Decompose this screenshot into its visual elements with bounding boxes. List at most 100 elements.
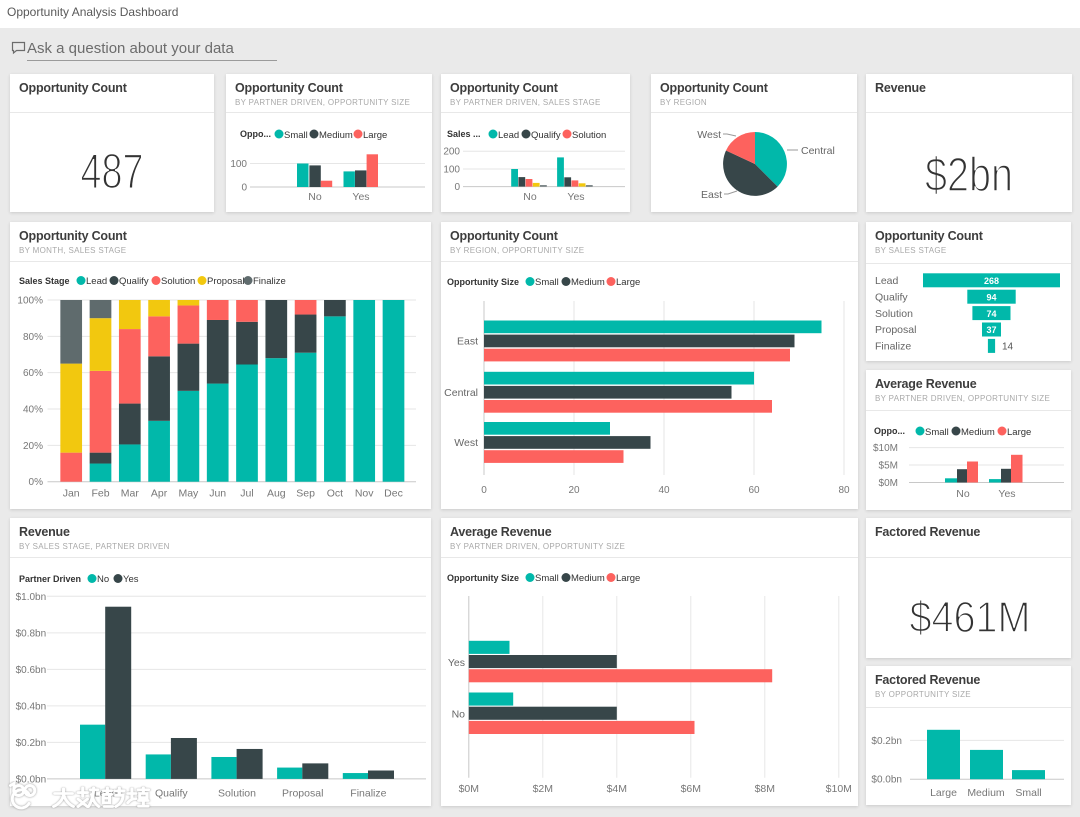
svg-text:Yes: Yes [567,191,584,203]
svg-text:Qualify: Qualify [155,788,188,800]
svg-text:Solution: Solution [572,130,606,141]
svg-text:Feb: Feb [91,488,109,500]
svg-text:$0.0bn: $0.0bn [871,775,902,786]
svg-text:Opportunity Size: Opportunity Size [447,277,519,287]
svg-text:$461M: $461M [910,593,1031,642]
svg-text:Small: Small [284,130,308,141]
svg-text:Finalize: Finalize [875,341,911,353]
svg-text:Oppo...: Oppo... [874,426,905,436]
svg-text:Solution: Solution [875,308,913,320]
svg-text:Large: Large [1007,427,1031,438]
svg-text:0: 0 [241,183,247,194]
svg-text:Medium: Medium [961,427,995,438]
svg-text:Qualify: Qualify [531,130,561,141]
svg-text:80: 80 [838,485,850,496]
svg-text:0: 0 [481,485,487,496]
svg-text:Solution: Solution [218,788,256,800]
svg-text:Small: Small [1015,787,1041,799]
svg-text:$5M: $5M [879,461,898,472]
svg-text:Yes: Yes [352,191,369,203]
svg-text:268: 268 [984,276,999,286]
svg-text:$4M: $4M [607,783,627,795]
svg-text:Sep: Sep [296,488,315,500]
svg-text:Apr: Apr [151,488,168,500]
svg-text:Yes: Yes [998,488,1015,500]
svg-text:Medium: Medium [571,573,605,584]
svg-text:$2bn: $2bn [925,149,1013,202]
svg-text:Nov: Nov [355,488,374,500]
svg-text:94: 94 [986,292,996,302]
svg-text:$0.8bn: $0.8bn [16,628,47,639]
svg-text:Finalize: Finalize [350,788,386,800]
svg-text:Jul: Jul [240,488,253,500]
svg-text:37: 37 [986,325,996,335]
svg-text:Opportunity Size: Opportunity Size [447,573,519,583]
svg-text:Small: Small [925,427,949,438]
svg-text:Large: Large [616,573,640,584]
svg-text:80%: 80% [23,332,43,343]
svg-text:40: 40 [658,485,670,496]
svg-text:$0.6bn: $0.6bn [16,665,47,676]
svg-text:$0M: $0M [879,478,898,489]
svg-text:60: 60 [748,485,760,496]
svg-text:$10M: $10M [873,443,898,454]
svg-text:Jun: Jun [209,488,226,500]
svg-text:$0.0bn: $0.0bn [16,774,47,785]
svg-text:May: May [178,488,199,500]
svg-text:Qualify: Qualify [119,276,149,287]
svg-text:No: No [956,488,970,500]
svg-text:$6M: $6M [681,783,701,795]
svg-text:Medium: Medium [967,787,1005,799]
svg-text:Small: Small [535,277,559,288]
svg-text:60%: 60% [23,368,43,379]
svg-text:0%: 0% [29,477,44,488]
svg-text:Partner Driven: Partner Driven [19,574,81,584]
svg-text:Small: Small [535,573,559,584]
svg-text:74: 74 [986,309,996,319]
svg-text:Central: Central [444,387,478,399]
svg-text:Finalize: Finalize [253,276,286,287]
svg-text:Medium: Medium [319,130,353,141]
svg-text:Proposal: Proposal [875,324,916,336]
svg-text:East: East [701,189,722,201]
svg-text:$0.2bn: $0.2bn [16,738,47,749]
svg-text:0: 0 [454,182,460,193]
svg-text:Sales Stage: Sales Stage [19,276,70,286]
svg-text:Proposal: Proposal [282,788,323,800]
svg-text:20: 20 [568,485,580,496]
svg-text:No: No [97,574,109,585]
svg-text:Dec: Dec [384,488,403,500]
svg-text:Mar: Mar [121,488,140,500]
svg-text:Lead: Lead [86,276,107,287]
svg-text:Proposal: Proposal [207,276,245,287]
svg-text:Medium: Medium [571,277,605,288]
svg-text:Large: Large [616,277,640,288]
svg-text:Central: Central [801,145,835,157]
svg-text:Oppo...: Oppo... [240,129,271,139]
svg-text:Qualify: Qualify [875,291,908,303]
svg-text:100%: 100% [17,296,43,307]
svg-text:20%: 20% [23,441,43,452]
svg-text:No: No [308,191,322,203]
svg-text:Oct: Oct [327,488,343,500]
svg-text:Solution: Solution [161,276,195,287]
svg-text:$1.0bn: $1.0bn [16,592,47,603]
svg-text:No: No [452,709,466,721]
svg-text:40%: 40% [23,405,43,416]
svg-text:Yes: Yes [123,574,139,585]
svg-text:$0.2bn: $0.2bn [871,736,902,747]
svg-text:487: 487 [81,144,144,199]
svg-text:Lead: Lead [875,275,899,287]
svg-text:14: 14 [1002,342,1014,353]
svg-text:No: No [523,191,537,203]
svg-text:200: 200 [443,147,460,158]
svg-text:Sales ...: Sales ... [447,129,481,139]
svg-text:$0M: $0M [459,783,479,795]
svg-text:100: 100 [443,165,460,176]
svg-text:Yes: Yes [448,657,465,669]
svg-text:Jan: Jan [63,488,80,500]
svg-text:100: 100 [230,159,247,170]
svg-text:Aug: Aug [267,488,286,500]
svg-text:$0.4bn: $0.4bn [16,701,47,712]
svg-text:West: West [454,437,478,449]
